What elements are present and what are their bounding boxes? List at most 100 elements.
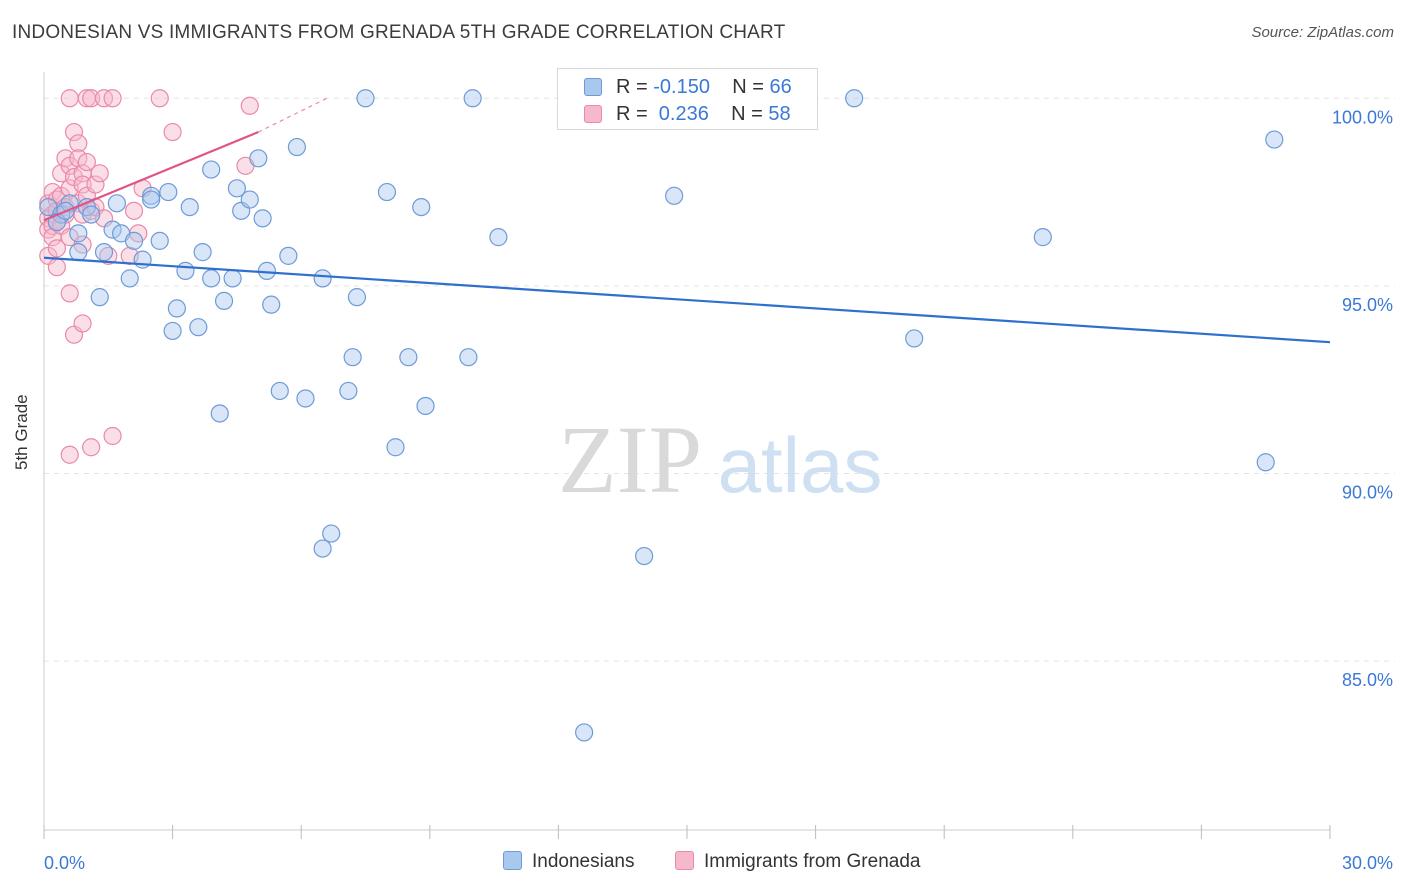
bottom-legend-label-indonesians: Indonesians xyxy=(532,851,635,872)
data-point-grenada xyxy=(60,284,79,303)
watermark-atlas: atlas xyxy=(718,421,883,509)
data-point-grenada xyxy=(47,258,66,277)
trendline-grenada xyxy=(43,131,259,222)
data-point-indonesians xyxy=(1265,130,1284,149)
data-point-indonesians xyxy=(202,269,221,288)
data-point-indonesians xyxy=(163,321,182,341)
legend-swatch-grenada xyxy=(584,105,602,123)
data-point-indonesians xyxy=(107,194,126,213)
data-point-indonesians xyxy=(463,89,482,108)
data-point-indonesians xyxy=(249,149,268,168)
data-point-indonesians xyxy=(296,389,315,408)
data-point-grenada xyxy=(73,175,92,194)
data-point-indonesians xyxy=(279,246,298,265)
data-point-grenada xyxy=(103,426,122,446)
series-grenada-points xyxy=(39,89,259,464)
x-tick-label: 0.0% xyxy=(44,853,85,873)
data-point-indonesians xyxy=(180,197,199,217)
data-point-grenada xyxy=(60,445,79,464)
data-point-indonesians xyxy=(120,269,139,288)
data-point-grenada xyxy=(47,239,66,258)
source-label: Source: ZipAtlas.com xyxy=(1251,24,1394,41)
trendline-indonesians xyxy=(43,256,1331,344)
legend-n-value: 66 xyxy=(769,76,792,98)
data-point-grenada xyxy=(77,152,96,172)
legend-row-grenada: R = 0.236 N = 58 xyxy=(558,101,817,127)
data-point-indonesians xyxy=(416,396,435,416)
grid-lines xyxy=(44,97,1395,662)
y-tick-label: 100.0% xyxy=(1332,107,1393,127)
data-point-indonesians xyxy=(90,288,109,307)
data-point-indonesians xyxy=(459,348,478,367)
trendline-grenada-extension xyxy=(258,97,328,133)
chart-title: INDONESIAN VS IMMIGRANTS FROM GRENADA 5T… xyxy=(12,22,786,43)
data-point-indonesians xyxy=(412,197,431,217)
data-point-grenada xyxy=(150,89,169,108)
data-point-indonesians xyxy=(262,295,281,314)
data-point-grenada xyxy=(82,89,101,108)
y-tick-label: 85.0% xyxy=(1342,670,1393,690)
data-point-grenada xyxy=(73,314,92,333)
data-point-indonesians xyxy=(167,299,186,318)
data-point-indonesians xyxy=(339,381,358,401)
legend-row-indonesians: R = -0.150 N = 66 xyxy=(558,74,817,100)
data-point-indonesians xyxy=(176,261,195,280)
data-point-indonesians xyxy=(193,243,212,262)
legend-n-label: N = xyxy=(732,76,770,98)
data-point-indonesians xyxy=(214,291,234,311)
data-point-indonesians xyxy=(845,89,864,108)
data-point-grenada xyxy=(124,201,144,220)
data-point-grenada xyxy=(90,164,109,183)
data-point-grenada xyxy=(163,122,182,142)
data-point-indonesians xyxy=(905,329,924,348)
legend-r-value: -0.150 xyxy=(653,76,710,98)
data-point-indonesians xyxy=(142,190,161,209)
data-point-indonesians xyxy=(150,231,169,250)
series-indonesians-points xyxy=(39,89,1284,742)
data-point-grenada xyxy=(69,134,88,153)
bottom-legend-swatch-grenada xyxy=(675,851,694,870)
data-point-indonesians xyxy=(1256,453,1275,472)
data-point-indonesians xyxy=(356,89,375,108)
data-point-indonesians xyxy=(82,205,101,224)
data-point-indonesians xyxy=(257,261,277,280)
data-point-indonesians xyxy=(635,546,654,566)
data-point-indonesians xyxy=(313,539,332,558)
y-tick-label: 95.0% xyxy=(1342,295,1393,315)
data-point-grenada xyxy=(86,175,105,194)
watermark-zip: ZIP xyxy=(558,406,702,513)
data-point-indonesians xyxy=(343,348,362,367)
data-point-indonesians xyxy=(287,137,307,157)
data-point-indonesians xyxy=(313,269,332,288)
data-point-indonesians xyxy=(240,190,259,209)
data-point-grenada xyxy=(82,438,101,457)
y-axis-label: 5th Grade xyxy=(12,394,31,470)
axes xyxy=(43,72,1331,839)
data-point-grenada xyxy=(103,89,122,108)
data-point-indonesians xyxy=(1033,228,1052,247)
data-point-indonesians xyxy=(386,438,405,457)
legend-text-grenada: R = 0.236 N = 58 xyxy=(616,103,791,126)
data-point-indonesians xyxy=(575,723,594,742)
correlation-legend: R = -0.150 N = 66 R = 0.236 N = 58 xyxy=(557,68,818,130)
legend-swatch-indonesians xyxy=(584,78,602,96)
data-point-indonesians xyxy=(69,243,88,262)
data-point-grenada xyxy=(64,122,84,142)
data-point-indonesians xyxy=(124,231,144,250)
legend-r-label: R = xyxy=(616,103,654,125)
bottom-legend-indonesians: Indonesians xyxy=(503,851,634,873)
y-tick-label: 90.0% xyxy=(1342,483,1393,503)
data-point-indonesians xyxy=(665,186,684,205)
data-point-indonesians xyxy=(159,182,178,202)
legend-r-label: R = xyxy=(616,76,654,98)
data-point-indonesians xyxy=(69,224,88,243)
tick-labels: 85.0% 90.0% 95.0% 100.0% 0.0% 30.0% xyxy=(44,107,1393,873)
data-point-grenada xyxy=(240,96,259,115)
data-point-indonesians xyxy=(347,288,367,307)
data-point-indonesians xyxy=(270,381,289,401)
data-point-indonesians xyxy=(322,524,341,543)
data-point-indonesians xyxy=(202,160,221,179)
data-point-indonesians xyxy=(227,179,246,198)
data-point-indonesians xyxy=(210,404,229,423)
